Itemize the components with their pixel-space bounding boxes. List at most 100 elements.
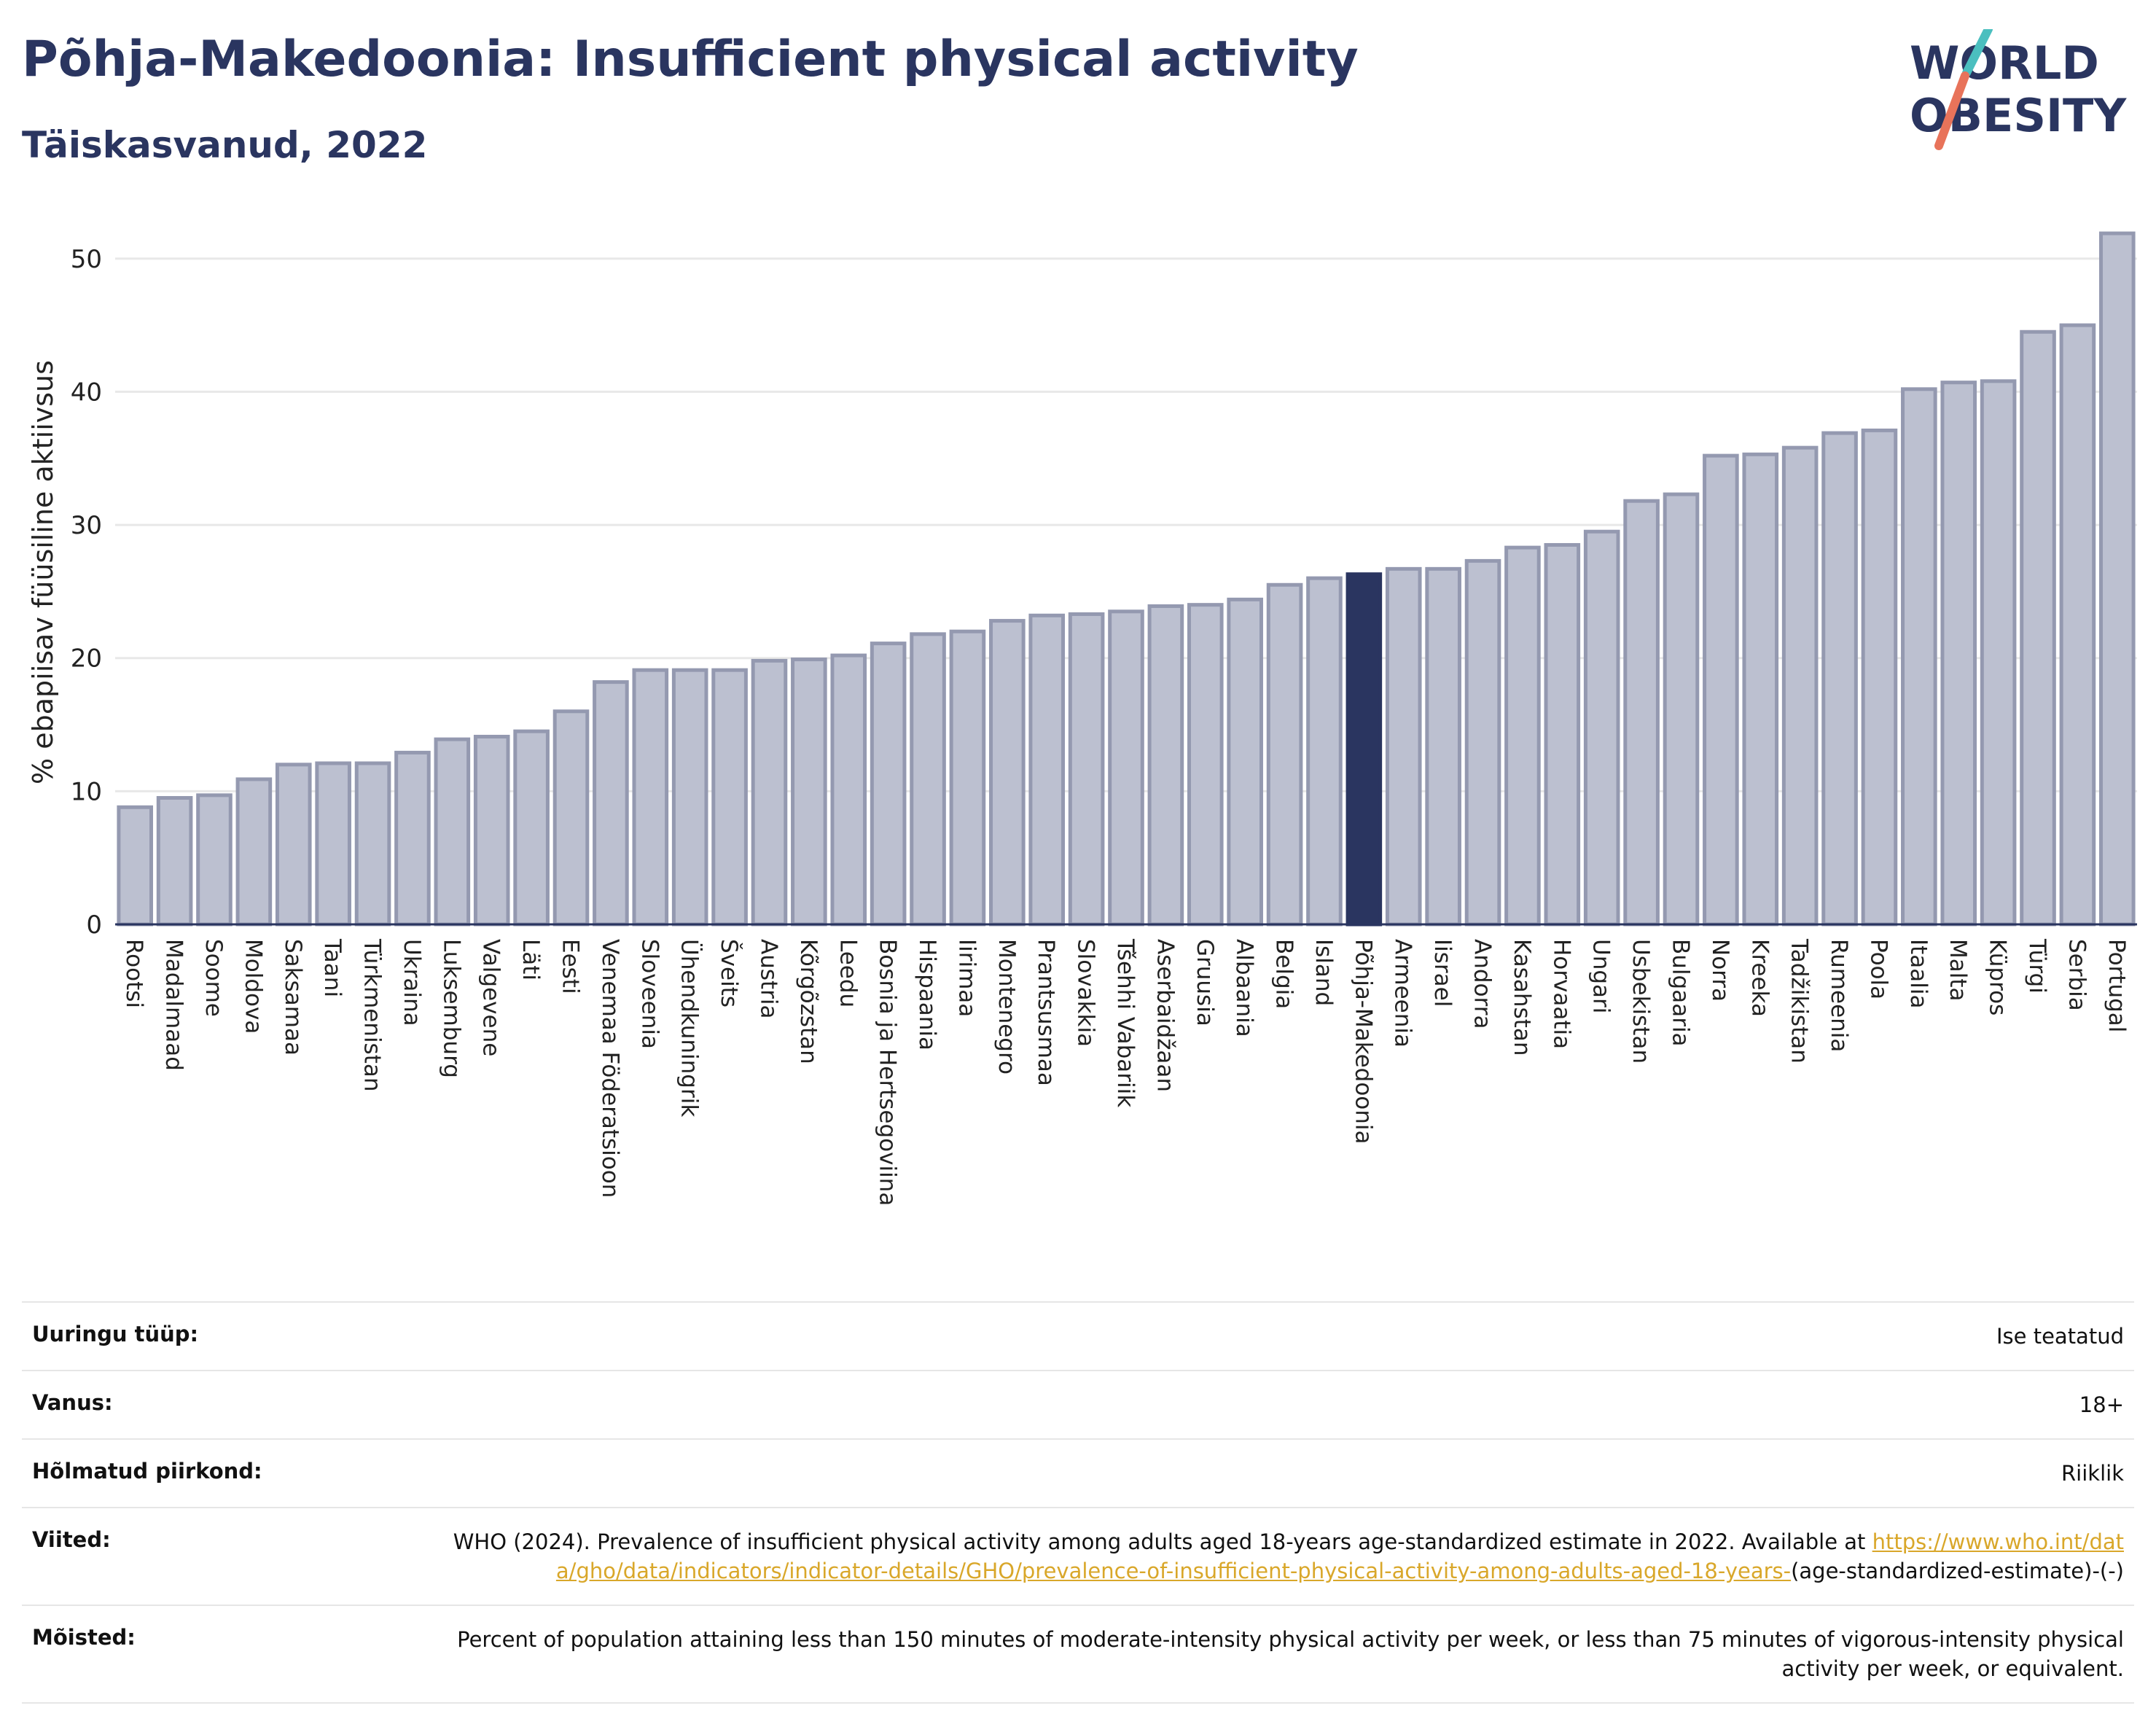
x-tick-label: Venemaa Föderatsioon (597, 939, 623, 1198)
bar-Sloveenia (632, 668, 669, 927)
bar-Šveits (711, 668, 748, 927)
bar-Portugal (2099, 231, 2136, 927)
x-tick-label: Portugal (2104, 939, 2130, 1032)
bar-Luksemburg (434, 737, 471, 927)
x-tick-label: Bulgaaria (1667, 939, 1693, 1047)
meta-label: Uuringu tüüp: (32, 1322, 199, 1346)
x-tick-label: Läti (517, 939, 544, 980)
bar-Aserbaidžaan (1147, 604, 1184, 927)
x-tick-label: Iirimaa (953, 939, 980, 1017)
meta-value: Percent of population attaining less tha… (457, 1627, 2124, 1681)
x-tick-label: Kreeka (1746, 939, 1773, 1017)
bars (117, 231, 2136, 927)
x-tick-label: Moldova (240, 939, 266, 1034)
y-tick-label: 30 (71, 511, 102, 540)
y-tick-label: 20 (71, 644, 102, 674)
bar-Usbekistan (1623, 499, 1660, 927)
bar-Bosnia ja Hertsegoviina (870, 642, 907, 927)
x-tick-label: Montenegro (993, 939, 1020, 1075)
x-tick-label: Ukraina (399, 939, 425, 1026)
x-tick-label: Albaania (1231, 939, 1257, 1037)
x-tick-label: Island (1311, 939, 1337, 1006)
reference-text: WHO (2024). Prevalence of insufficient p… (453, 1529, 1866, 1554)
reference-link[interactable]: https://www.who.int/data/gho/data/indica… (555, 1529, 2124, 1583)
x-tick-label: Prantsusmaa (1033, 939, 1059, 1086)
bar-Serbia (2059, 323, 2096, 927)
bar-Põhja-Makedoonia (1345, 572, 1383, 927)
x-tick-label: Šveits (716, 939, 743, 1007)
x-tick-label: Aserbaidžaan (1152, 939, 1178, 1092)
bar-Saksamaa (275, 763, 312, 927)
x-tick-label: Belgia (1271, 939, 1297, 1009)
bar-Tadžikistan (1781, 445, 1819, 927)
bar-Madalmaad (156, 795, 193, 927)
x-tick-label: Türkmenistan (359, 938, 386, 1092)
bar-Moldova (235, 777, 273, 927)
x-tick-label: Ühendkuningrik (676, 939, 703, 1117)
bar-Austria (751, 658, 788, 927)
x-tick-label: Saksamaa (280, 939, 306, 1056)
x-tick-label: Hispaania (914, 939, 940, 1050)
bar-Andorra (1464, 558, 1501, 927)
x-tick-label: Küpros (1985, 939, 2011, 1015)
x-tick-label: Iisrael (1429, 939, 1456, 1007)
bar-Küpros (1980, 379, 2017, 927)
metadata-table: Uuringu tüüp: Ise teatatud Vanus: 18+ Hõ… (22, 1301, 2134, 1704)
x-tick-label: Tšehhi Vabariik (1112, 938, 1138, 1107)
bar-Iisrael (1425, 566, 1461, 927)
x-tick-label: Sloveenia (636, 939, 663, 1049)
meta-label: Mõisted: (32, 1625, 136, 1650)
x-tick-label: Luksemburg (438, 939, 464, 1078)
x-tick-label: Austria (755, 939, 781, 1019)
x-tick-label: Valgevene (478, 939, 504, 1056)
x-tick-label: Türgi (2024, 938, 2050, 994)
logo-line1: WORLD (1910, 36, 2099, 90)
bar-Soome (196, 793, 233, 927)
bar-Türgi (2020, 330, 2056, 927)
x-tick-label: Taani (319, 938, 345, 997)
x-tick-label: Kõrgõzstan (795, 939, 821, 1064)
bar-Malta (1940, 381, 1977, 927)
y-tick-label: 0 (86, 911, 102, 940)
bar-Kõrgõzstan (791, 658, 827, 927)
meta-label: Vanus: (32, 1390, 113, 1415)
x-tick-label: Rumeenia (1826, 939, 1852, 1052)
x-tick-label: Soome (200, 939, 227, 1017)
x-tick-label: Serbia (2063, 939, 2090, 1011)
world-obesity-logo: WORLD OBESITY (1910, 29, 2127, 150)
bar-Ühendkuningrik (671, 668, 708, 927)
bar-chart: 0 10 20 30 40 50 Rootsi Madalmaad Soome Moldova S… (27, 231, 2137, 1206)
meta-label: Hõlmatud piirkond: (32, 1459, 262, 1483)
x-tick-label: Põhja-Makedoonia (1350, 939, 1376, 1145)
bar-Island (1306, 576, 1343, 927)
bar-Belgia (1266, 582, 1303, 927)
y-tick-label: 10 (71, 777, 102, 806)
chart-subtitle: Täiskasvanud, 2022 (22, 124, 428, 166)
meta-row-survey-type: Uuringu tüüp: Ise teatatud (22, 1301, 2134, 1370)
bar-Tšehhi Vabariik (1108, 609, 1144, 927)
x-tick-label: Itaalia (1905, 939, 1932, 1009)
chart-title: Põhja-Makedoonia: Insufficient physical … (22, 31, 1359, 88)
meta-row-definitions: Mõisted: Percent of population attaining… (22, 1605, 2134, 1704)
meta-value: WHO (2024). Prevalence of insufficient p… (448, 1527, 2124, 1586)
bar-Rumeenia (1821, 431, 1858, 927)
meta-value: Riiklik (2061, 1461, 2124, 1486)
meta-row-references: Viited: WHO (2024). Prevalence of insuff… (22, 1507, 2134, 1605)
bar-Gruusia (1187, 603, 1224, 927)
meta-value: Ise teatatud (1996, 1324, 2124, 1349)
x-tick-label: Eesti (558, 939, 584, 994)
y-axis-label: % ebapiisav füüsiline aktiivsus (27, 360, 59, 784)
meta-row-age: Vanus: 18+ (22, 1370, 2134, 1438)
bar-Montenegro (989, 619, 1026, 927)
x-tick-label: Slovakkia (1073, 939, 1099, 1047)
bar-Läti (513, 729, 550, 927)
x-tick-label: Armeenia (1390, 939, 1416, 1048)
x-tick-label: Tadžikistan (1786, 938, 1813, 1064)
x-tick-label: Malta (1945, 939, 1971, 1002)
bar-Kreeka (1742, 452, 1779, 927)
bar-Taani (315, 761, 351, 927)
x-tick-label: Madalmaad (161, 939, 187, 1071)
bar-Bulgaaria (1663, 492, 1700, 927)
x-tick-label: Norra (1707, 939, 1733, 1002)
bar-Hispaania (910, 632, 946, 927)
